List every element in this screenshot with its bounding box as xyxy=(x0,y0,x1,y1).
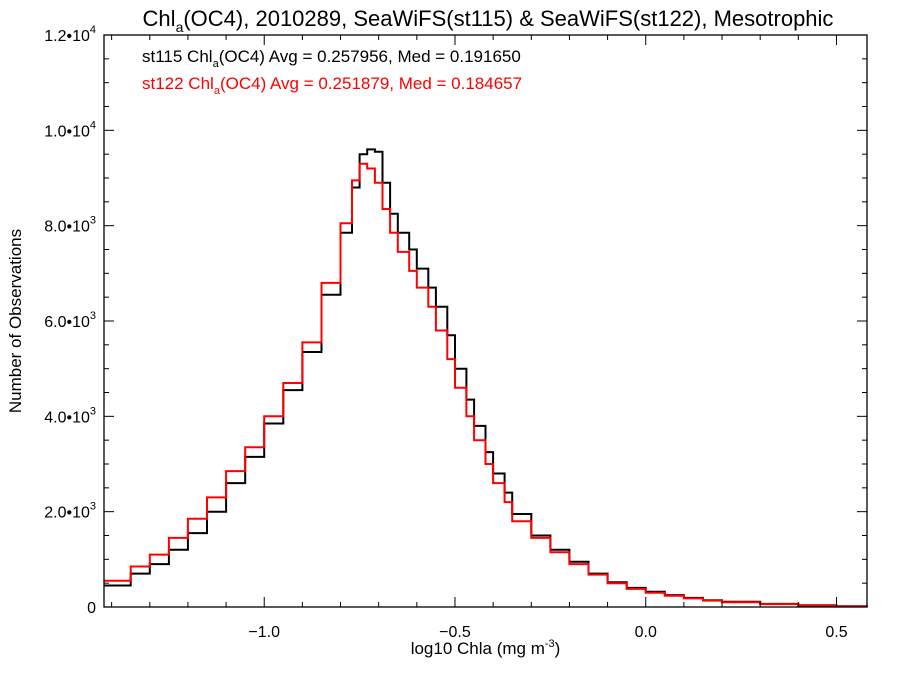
legend-entry-text: st115 Chl xyxy=(142,47,213,66)
x-axis-label-tail: ) xyxy=(555,639,561,658)
axis-ticks: −1.0 −0.5 0.0 0.502.0•1034.0•1036.0•1038.0•… xyxy=(44,24,867,641)
y-tick-label: 0 xyxy=(87,600,96,617)
y-tick-mantissa: 0 xyxy=(87,600,96,617)
legend-entry-0: st115 Chla(OC4) Avg = 0.257956, Med = 0.… xyxy=(142,47,521,70)
y-tick-mantissa: 1.2•10 xyxy=(44,28,90,45)
legend-entry-subscript: a xyxy=(214,85,221,97)
x-tick-label: 0.0 xyxy=(635,624,657,641)
y-tick-mantissa: 1.0•10 xyxy=(44,123,90,140)
series-layer xyxy=(104,148,868,608)
chart-title-subscript: a xyxy=(176,19,184,35)
x-tick-label: 0.5 xyxy=(825,624,847,641)
y-tick-mantissa: 2.0•10 xyxy=(44,505,90,522)
y-tick-mantissa: 6.0•10 xyxy=(44,314,90,331)
y-tick-mantissa: 8.0•10 xyxy=(44,219,90,236)
plot-frame xyxy=(103,34,868,608)
y-tick-label: 6.0•103 xyxy=(44,310,96,331)
series-line-0 xyxy=(104,148,868,608)
series-line-1 xyxy=(104,162,868,608)
y-tick-exponent: 4 xyxy=(90,119,96,131)
x-axis-label-text: log10 Chla (mg m xyxy=(411,639,545,658)
y-tick-exponent: 3 xyxy=(90,215,96,227)
series-1 xyxy=(104,162,868,608)
x-tick-label: −1.0 xyxy=(248,624,280,641)
y-tick-label: 1.2•104 xyxy=(44,24,96,45)
y-tick-label: 4.0•103 xyxy=(44,405,96,426)
legend: st115 Chla(OC4) Avg = 0.257956, Med = 0.… xyxy=(142,47,522,97)
legend-entry-subscript: a xyxy=(213,58,220,70)
chart-title: Chla(OC4), 2010289, SeaWiFS(st115) & Sea… xyxy=(143,6,834,35)
y-axis-label: Number of Observations xyxy=(6,229,25,413)
y-tick-label: 8.0•103 xyxy=(44,215,96,236)
y-tick-mantissa: 4.0•10 xyxy=(44,409,90,426)
x-axis-label: log10 Chla (mg m-3) xyxy=(411,638,561,658)
legend-entry-stats: (OC4) Avg = 0.251879, Med = 0.184657 xyxy=(220,74,522,93)
series-0 xyxy=(104,148,868,608)
y-tick-exponent: 3 xyxy=(90,405,96,417)
x-tick-label: −0.5 xyxy=(439,624,471,641)
x-axis-label-superscript: -3 xyxy=(545,638,555,650)
chart-title-rest: (OC4), 2010289, SeaWiFS(st115) & SeaWiFS… xyxy=(183,6,833,31)
y-tick-label: 2.0•103 xyxy=(44,501,96,522)
y-tick-label: 1.0•104 xyxy=(44,119,96,140)
legend-entry-text: st122 Chl xyxy=(142,74,214,93)
legend-entry-1: st122 Chla(OC4) Avg = 0.251879, Med = 0.… xyxy=(142,74,522,97)
y-tick-exponent: 4 xyxy=(90,24,96,36)
legend-entry-stats: (OC4) Avg = 0.257956, Med = 0.191650 xyxy=(219,47,521,66)
y-tick-exponent: 3 xyxy=(90,310,96,322)
y-tick-exponent: 3 xyxy=(90,501,96,513)
chart-title-chl: Chl xyxy=(143,6,176,31)
